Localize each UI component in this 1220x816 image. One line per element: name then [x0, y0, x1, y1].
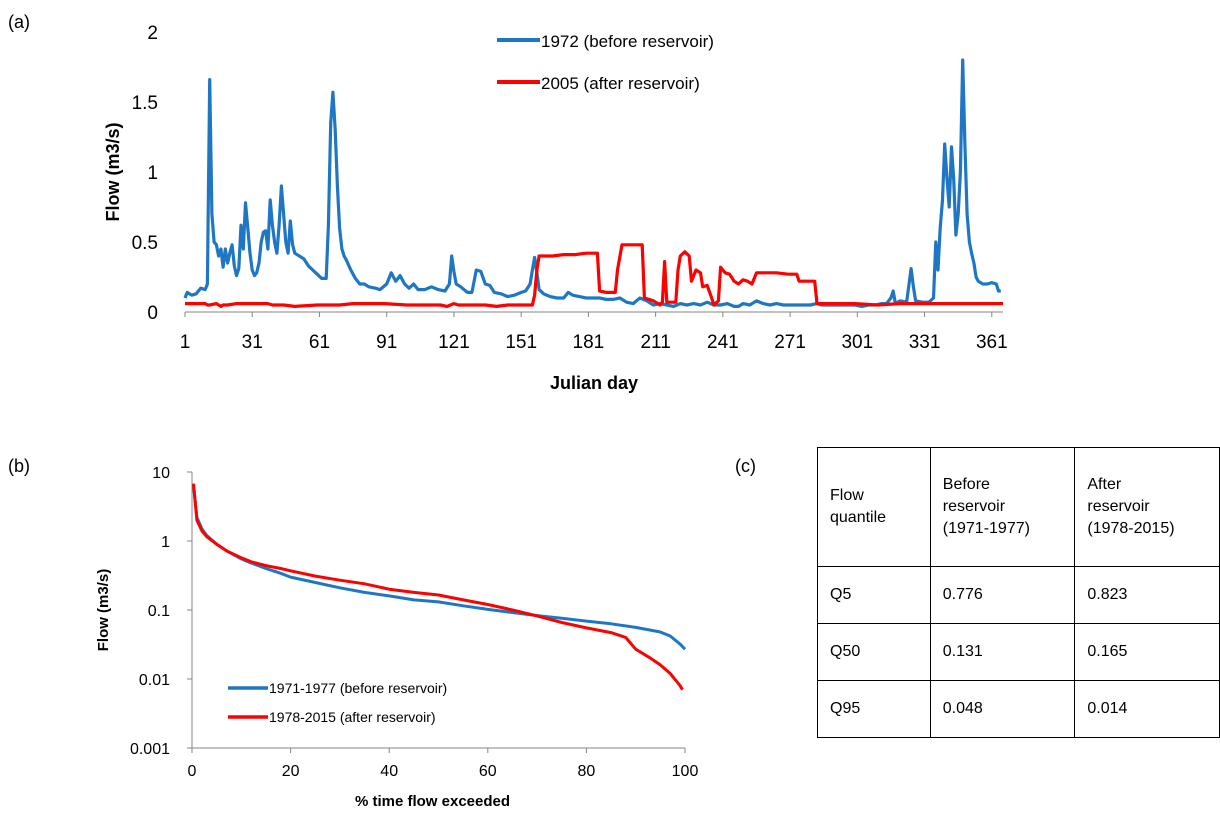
series-line [192, 483, 684, 691]
table-header-cell: Before reservoir (1971-1977) [929, 447, 1076, 567]
y-tick-label: 1 [161, 534, 170, 551]
legend-label: 2005 (after reservoir) [541, 74, 700, 93]
daily-flow-chart: 1 31 61 91 121 151 181 211 241 271 301 331 361 0 0.5 1 1… [103, 23, 1008, 393]
y-tick-label: 0.1 [148, 603, 170, 620]
series-line [185, 243, 1003, 308]
x-tick-label: 20 [282, 763, 300, 780]
panel-label-a: (a) [8, 12, 30, 32]
x-tick-label: 211 [640, 332, 670, 353]
y-tick-label: 10 [152, 465, 170, 482]
y-axis-title: Flow (m3/s) [103, 122, 123, 221]
y-tick-label: 0.01 [139, 672, 170, 689]
x-tick-label: 121 [438, 332, 470, 353]
x-tick-label: 31 [242, 332, 263, 353]
x-tick-label: 241 [707, 332, 739, 353]
table-header-cell: After reservoir (1978-2015) [1074, 447, 1220, 567]
table-cell: Q50 [817, 623, 931, 681]
x-tick-label: 91 [376, 332, 397, 353]
flow-quantile-table: Flow quantile Before reservoir (1971-197… [817, 447, 1220, 738]
x-tick-label: 80 [578, 763, 596, 780]
y-tick-label: 0.5 [132, 233, 158, 254]
x-tick-label: 0 [188, 763, 197, 780]
panel-label-b: (b) [8, 456, 30, 476]
y-tick-label: 1.5 [132, 93, 158, 114]
y-axis-title: Flow (m3/s) [95, 569, 112, 652]
y-tick-label: 2 [147, 23, 158, 44]
table-header-row: Flow quantile Before reservoir (1971-197… [817, 447, 1220, 567]
table-cell: Q95 [817, 680, 931, 738]
x-tick-label: 151 [505, 332, 537, 353]
x-tick-label: 301 [841, 332, 873, 353]
table-row: Q5 0.776 0.823 [817, 566, 1220, 624]
legend-label: 1971-1977 (before reservoir) [269, 680, 447, 696]
y-tick-label: 1 [147, 163, 158, 184]
y-tick-label: 0 [147, 303, 158, 324]
x-tick-label: 181 [573, 332, 605, 353]
table-cell: 0.776 [929, 566, 1076, 624]
x-tick-label: 331 [909, 332, 941, 353]
x-tick-label: 271 [774, 332, 806, 353]
table-cell: 0.048 [929, 680, 1076, 738]
x-tick-label: 1 [180, 332, 191, 353]
table-cell: 0.014 [1074, 680, 1220, 738]
panel-label-c: (c) [735, 456, 756, 476]
x-tick-label: 60 [479, 763, 497, 780]
x-tick-label: 40 [380, 763, 398, 780]
y-tick-label: 0.001 [130, 741, 170, 758]
series-line [183, 58, 1001, 308]
table-row: Q95 0.048 0.014 [817, 680, 1220, 738]
table-cell: 0.823 [1074, 566, 1220, 624]
table-cell: Q5 [817, 566, 931, 624]
x-axis-title: % time flow exceeded [355, 793, 510, 810]
table-cell: 0.165 [1074, 623, 1220, 681]
table-cell: 0.131 [929, 623, 1076, 681]
x-tick-label: 61 [309, 332, 330, 353]
x-tick-label: 100 [672, 763, 699, 780]
legend-label: 1978-2015 (after reservoir) [269, 709, 436, 725]
table-header-cell: Flow quantile [817, 447, 931, 567]
table-row: Q50 0.131 0.165 [817, 623, 1220, 681]
x-axis-title: Julian day [550, 373, 638, 393]
legend-label: 1972 (before reservoir) [541, 32, 714, 51]
x-tick-label: 361 [976, 332, 1008, 353]
